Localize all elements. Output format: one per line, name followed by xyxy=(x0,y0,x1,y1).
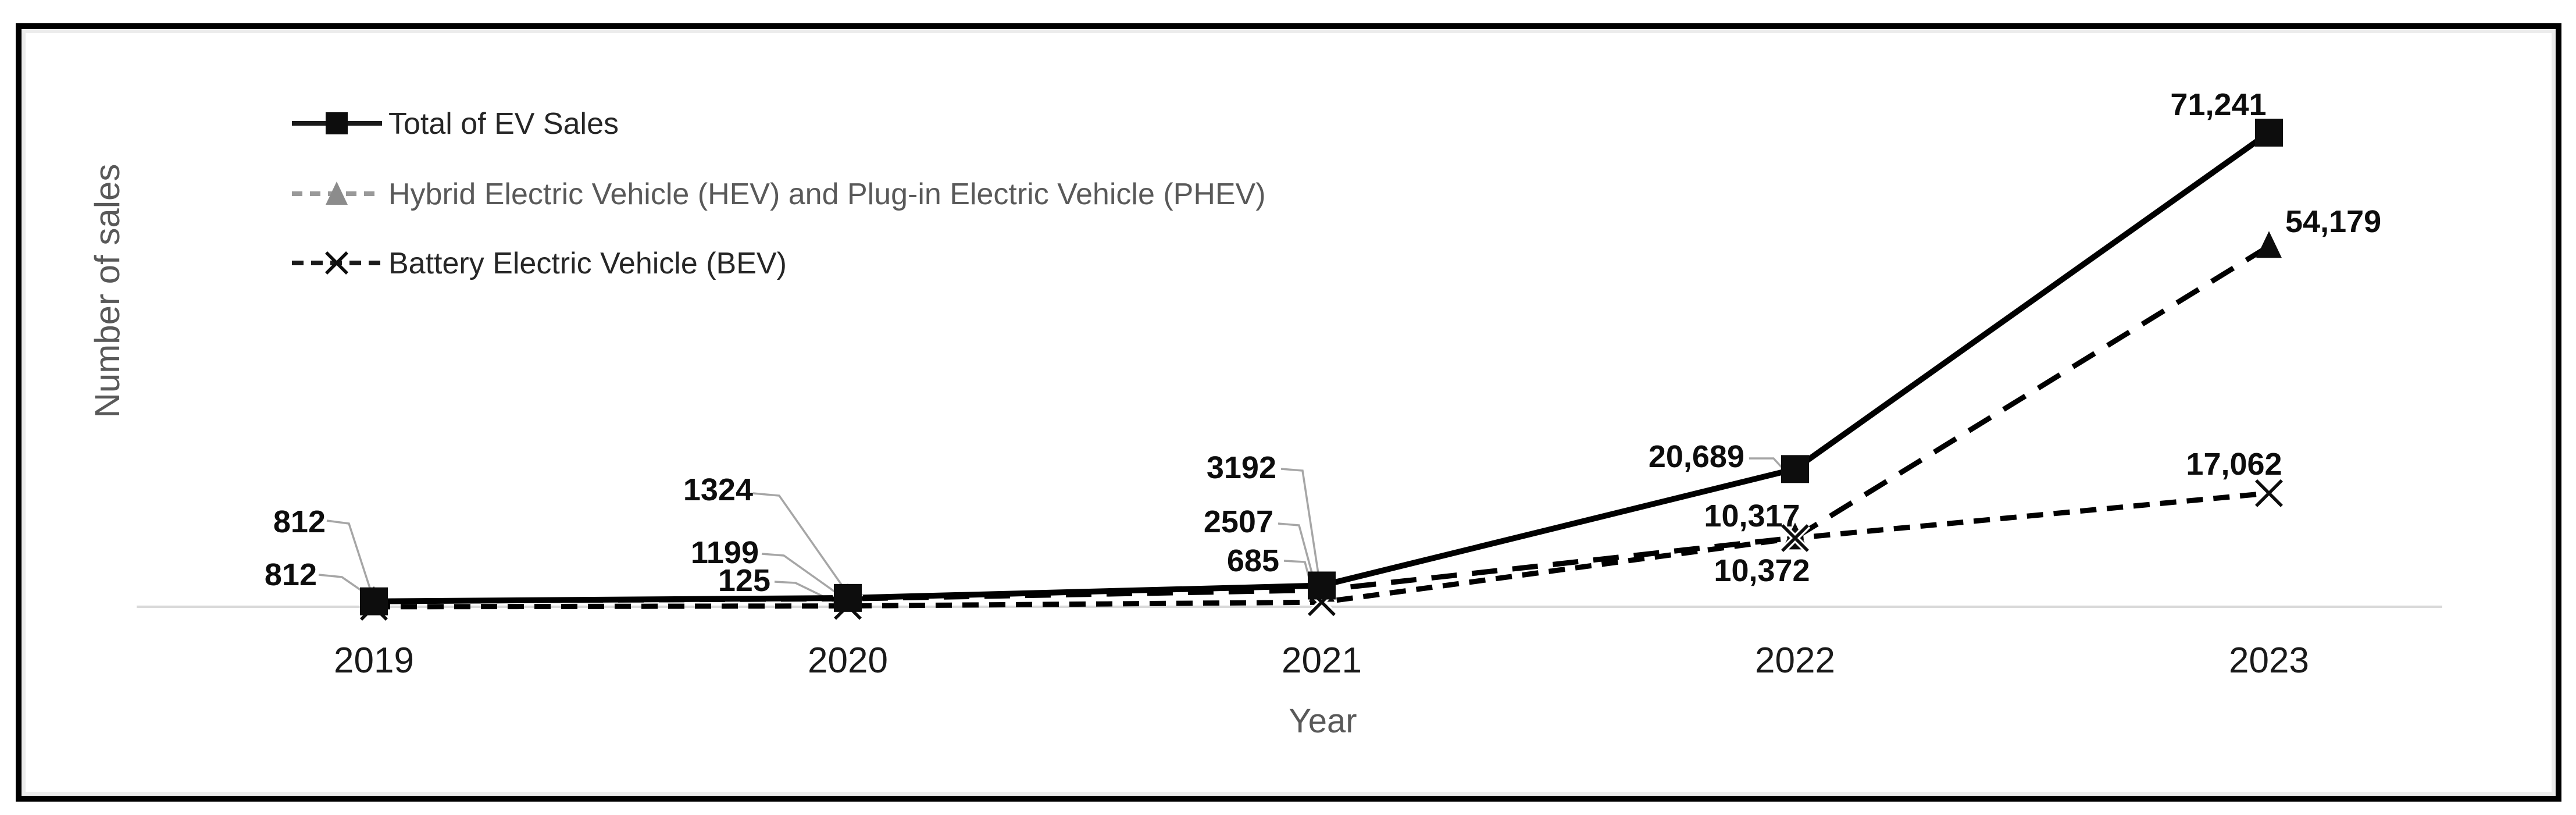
x-tick-2023: 2023 xyxy=(2229,640,2309,681)
square-marker xyxy=(2255,119,2283,147)
square-marker xyxy=(360,587,388,615)
data-label: 20,689 xyxy=(1649,439,1744,474)
leader-total-2021 xyxy=(1280,468,1320,578)
data-label-leader-lines xyxy=(318,457,1787,606)
data-label: 125 xyxy=(718,563,770,598)
leader-total-2020 xyxy=(752,492,845,590)
leader-hev-2020 xyxy=(761,553,843,598)
legend-triangle-marker-icon xyxy=(326,181,348,205)
data-labels: 812 1324 3192 20,689 71,241 812 1199 250… xyxy=(265,87,2381,598)
data-label: 54,179 xyxy=(2285,204,2381,239)
x-marker xyxy=(1781,524,1809,552)
legend-total-label: Total of EV Sales xyxy=(388,107,619,141)
legend-square-marker-icon xyxy=(326,112,348,134)
square-marker xyxy=(1308,571,1336,600)
legend-item-hev-phev: Hybrid Electric Vehicle (HEV) and Plug-i… xyxy=(292,177,1266,211)
data-label: 2507 xyxy=(1204,504,1273,539)
leader-total-2019 xyxy=(326,519,374,597)
x-tick-2022: 2022 xyxy=(1755,640,1835,681)
leader-hev-2021 xyxy=(1278,522,1318,590)
legend-x-marker-icon xyxy=(325,251,348,275)
chart-outer-frame xyxy=(16,23,2561,802)
chart-legend: Total of EV Sales Hybrid Electric Vehicl… xyxy=(292,107,1266,280)
x-axis-title: Year xyxy=(1289,702,1357,740)
x-axis-tick-labels: 2019 2020 2021 2022 2023 xyxy=(334,640,2309,681)
hev-phev-triangle-markers xyxy=(361,231,2282,613)
x-tick-2019: 2019 xyxy=(334,640,414,681)
data-label: 3192 xyxy=(1207,450,1276,485)
legend-bev-label: Battery Electric Vehicle (BEV) xyxy=(388,247,787,280)
square-marker xyxy=(834,583,862,612)
x-tick-2021: 2021 xyxy=(1282,640,1362,681)
legend-item-total: Total of EV Sales xyxy=(292,107,619,141)
data-label: 71,241 xyxy=(2170,87,2266,122)
legend-hev-phev-label: Hybrid Electric Vehicle (HEV) and Plug-i… xyxy=(388,177,1266,211)
total-square-markers xyxy=(360,119,2283,615)
legend-item-bev: Battery Electric Vehicle (BEV) xyxy=(292,247,787,280)
data-label: 812 xyxy=(273,504,326,539)
x-tick-2020: 2020 xyxy=(808,640,888,681)
x-marker xyxy=(2255,479,2283,507)
y-axis-title: Number of sales xyxy=(88,164,127,418)
data-label: 10,317 xyxy=(1704,499,1800,533)
hev-phev-line xyxy=(373,244,2271,604)
data-label: 1199 xyxy=(691,535,759,570)
triangle-marker xyxy=(2256,231,2282,258)
data-label: 1324 xyxy=(683,472,753,507)
data-label: 685 xyxy=(1227,543,1279,578)
data-label: 17,062 xyxy=(2186,447,2282,482)
data-label: 812 xyxy=(265,557,317,592)
data-label: 10,372 xyxy=(1714,553,1810,588)
square-marker xyxy=(1781,455,1809,483)
